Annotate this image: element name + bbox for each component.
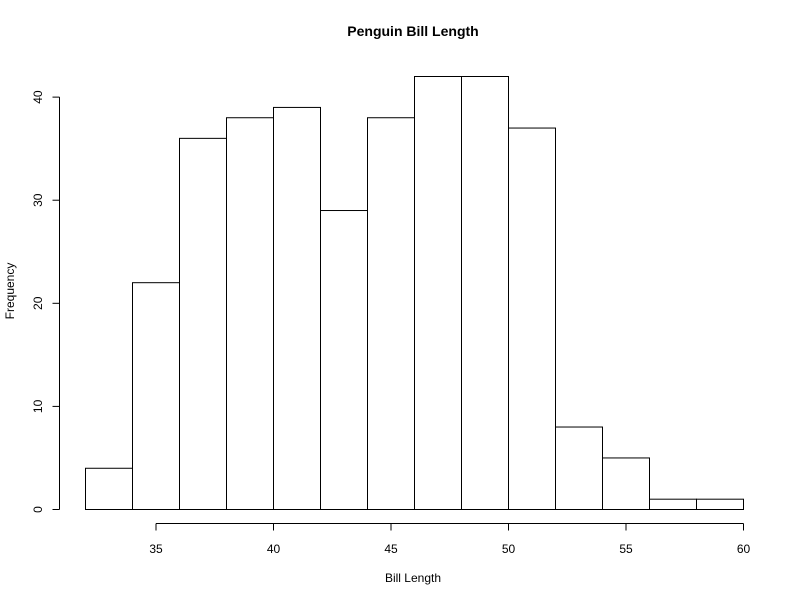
histogram-bar-4 — [273, 106, 321, 511]
histogram-bar-1 — [132, 282, 180, 511]
histogram-bar-3 — [226, 117, 274, 510]
histogram-bar-6 — [367, 117, 415, 510]
histogram-bar-9 — [508, 127, 556, 511]
histogram-bar-10 — [555, 426, 603, 510]
histogram-bar-11 — [602, 457, 650, 511]
x-axis: 35 40 45 50 55 60 — [149, 523, 751, 556]
x-tick-label-1: 40 — [267, 542, 281, 556]
y-axis-label: Frequency — [3, 263, 17, 320]
x-axis-label: Bill Length — [385, 571, 441, 585]
histogram-bar-7 — [414, 76, 462, 510]
y-tick-label-1: 10 — [31, 399, 45, 413]
y-tick-label-4: 40 — [31, 90, 45, 104]
histogram-bar-5 — [320, 210, 368, 510]
histogram-bar-8 — [461, 76, 509, 510]
x-tick-label-2: 45 — [384, 542, 398, 556]
histogram-bar-12 — [649, 498, 697, 511]
histogram-bar-2 — [179, 137, 227, 510]
histogram-bar-0 — [85, 467, 133, 510]
y-tick-label-2: 20 — [31, 296, 45, 310]
chart-title: Penguin Bill Length — [347, 23, 478, 39]
bars-group — [85, 76, 744, 511]
y-tick-label-0: 0 — [31, 506, 45, 513]
x-tick-label-0: 35 — [149, 542, 163, 556]
histogram-bar-13 — [696, 498, 744, 511]
y-tick-label-3: 30 — [31, 193, 45, 207]
x-tick-label-4: 55 — [619, 542, 633, 556]
x-tick-label-3: 50 — [502, 542, 516, 556]
y-axis: 0 10 20 30 40 — [31, 90, 60, 513]
x-tick-label-5: 60 — [737, 542, 751, 556]
